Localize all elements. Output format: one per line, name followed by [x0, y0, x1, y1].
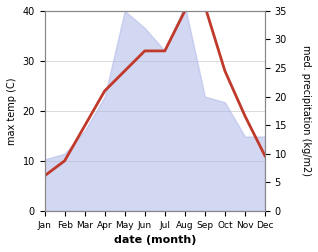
Y-axis label: max temp (C): max temp (C) — [7, 77, 17, 145]
X-axis label: date (month): date (month) — [114, 235, 196, 245]
Y-axis label: med. precipitation (kg/m2): med. precipitation (kg/m2) — [301, 45, 311, 176]
